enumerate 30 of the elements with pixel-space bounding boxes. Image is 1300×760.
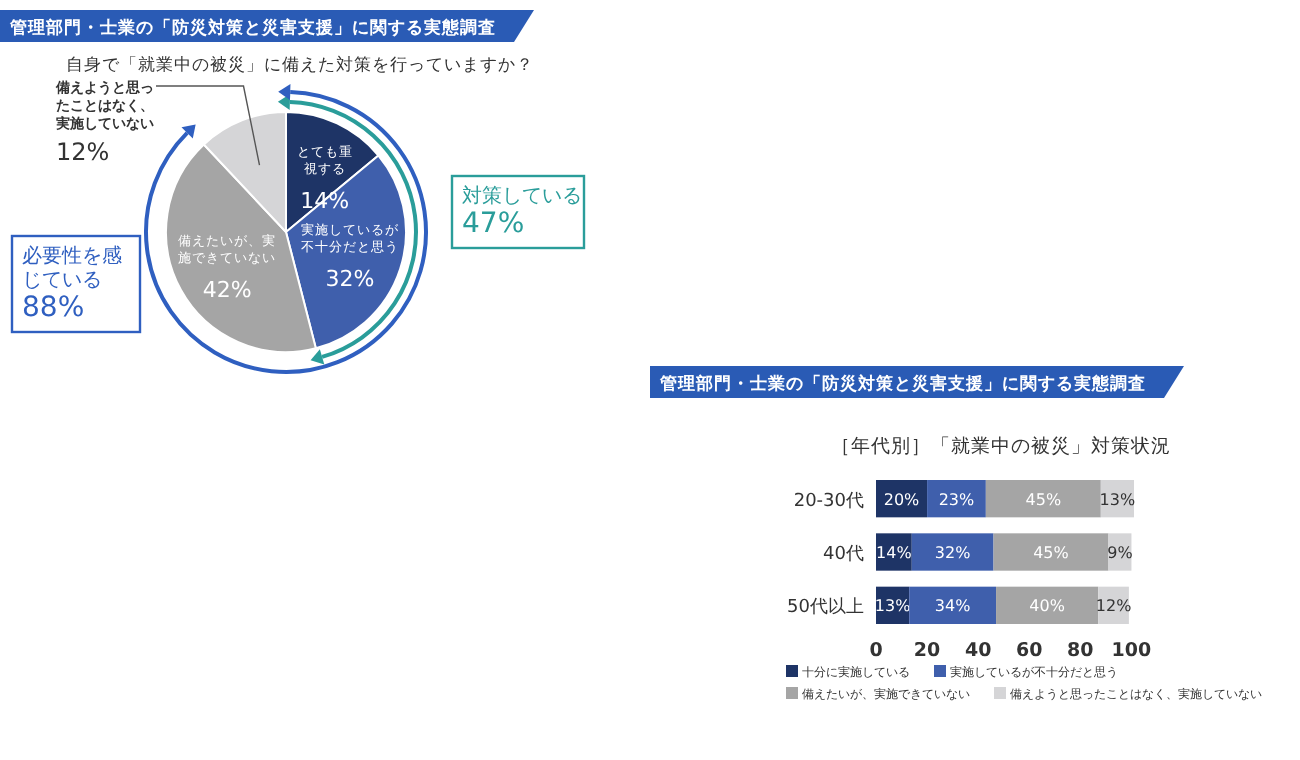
text: 必要性を感じている 88%	[22, 244, 122, 324]
x-tick-label: 100	[1111, 640, 1153, 662]
x-tick-label: 40	[964, 640, 993, 662]
data-label: 13%	[874, 597, 912, 616]
x-tick-label: 60	[1016, 640, 1044, 662]
text: 対策している 47%	[462, 184, 582, 240]
data-label: 13%	[1099, 490, 1136, 509]
data-label: 32%	[934, 544, 972, 562]
data-label: 12%	[56, 138, 110, 166]
y-tick-label: 50代以上	[787, 596, 864, 619]
y-tick-label: 40代	[823, 543, 864, 565]
chart-subtitle: ［年代別］「就業中の被災」対策状況	[831, 434, 1171, 458]
data-label: 32%	[325, 265, 375, 292]
x-tick-label: 0	[869, 640, 884, 662]
data-label: 12%	[1095, 597, 1133, 616]
x-tick-label: 20	[913, 640, 942, 662]
data-label: 14%	[876, 544, 913, 562]
data-label: 20%	[883, 490, 921, 509]
chart-subtitle: 自身で「就業中の被災」に備えた対策を行っていますか？	[66, 54, 534, 76]
x-tick-label: 80	[1067, 640, 1095, 662]
data-label: 9%	[1107, 544, 1134, 562]
data-label: 34%	[934, 597, 972, 616]
data-label: 40%	[1029, 597, 1066, 616]
data-label: 45%	[1025, 490, 1062, 509]
data-label: 45%	[1033, 544, 1070, 562]
chart-title: 管理部門・士業の「防災対策と災害支援」に関する実態調査	[8, 17, 496, 39]
y-tick-label: 20-30代	[793, 489, 864, 512]
data-label: 42%	[202, 277, 252, 304]
data-label: 23%	[938, 490, 976, 509]
chart-title: 管理部門・士業の「防災対策と災害支援」に関する実態調査	[658, 373, 1146, 395]
